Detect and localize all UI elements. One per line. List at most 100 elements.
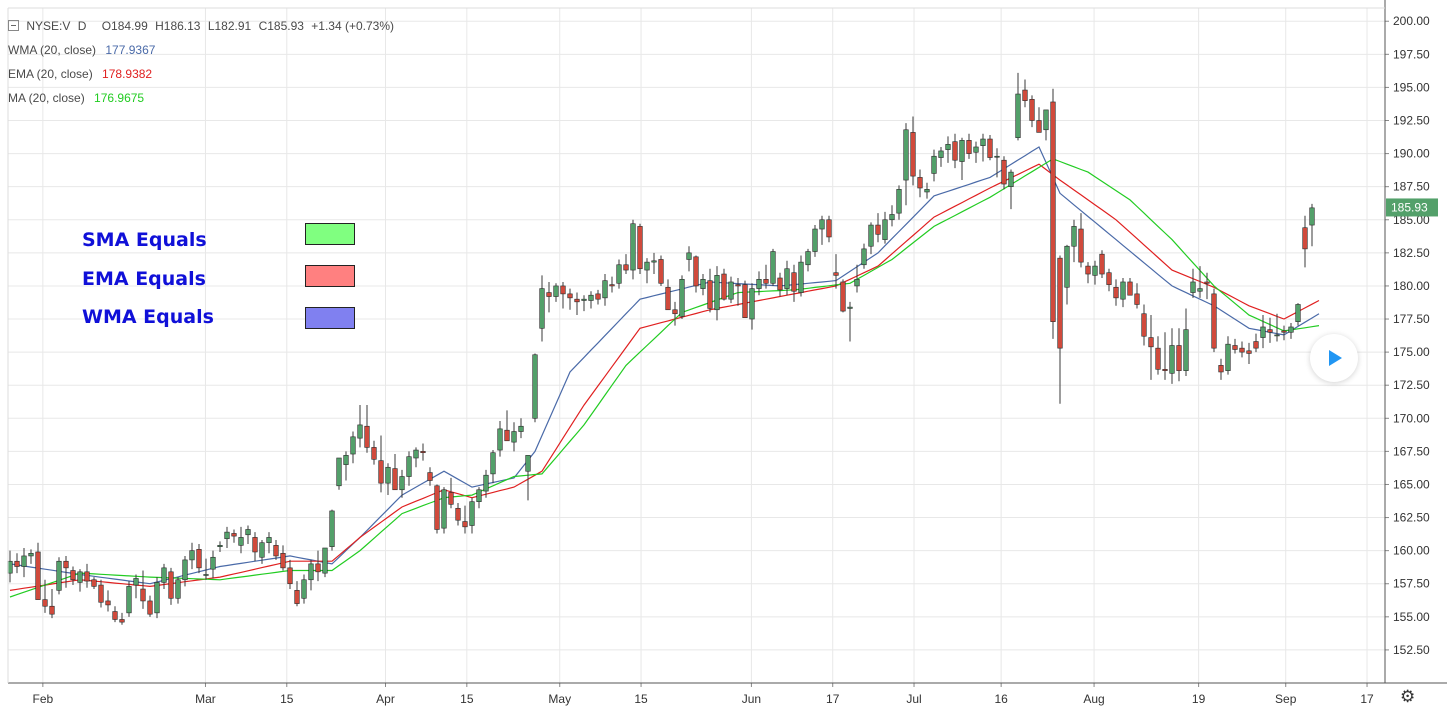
candle bbox=[1288, 323, 1294, 339]
candle bbox=[490, 450, 496, 484]
play-icon[interactable] bbox=[1310, 334, 1358, 382]
candle bbox=[1078, 213, 1084, 268]
legend-ema[interactable]: EMA (20, close) 178.9382 bbox=[8, 62, 398, 86]
candle-body bbox=[1113, 286, 1119, 299]
candle-body bbox=[350, 436, 356, 455]
candle bbox=[1085, 262, 1091, 284]
candle bbox=[56, 557, 62, 595]
candle bbox=[553, 283, 559, 302]
candle-body bbox=[910, 132, 916, 177]
candle bbox=[700, 274, 706, 296]
candle bbox=[1260, 315, 1266, 349]
x-tick-label: 16 bbox=[994, 692, 1008, 706]
candle bbox=[1127, 278, 1133, 296]
candle-body bbox=[77, 571, 83, 583]
candle bbox=[301, 574, 307, 604]
candle-body bbox=[1050, 101, 1056, 322]
candle bbox=[224, 526, 230, 548]
y-tick-label: 190.00 bbox=[1393, 147, 1430, 161]
candle bbox=[791, 264, 797, 302]
candle-body bbox=[476, 489, 482, 502]
candle bbox=[378, 435, 384, 493]
candle bbox=[1197, 266, 1203, 298]
candle-body bbox=[1155, 347, 1161, 370]
candle bbox=[70, 566, 76, 586]
candle bbox=[630, 219, 636, 280]
candle-body bbox=[1134, 293, 1140, 305]
candle bbox=[1176, 328, 1182, 382]
candle bbox=[924, 182, 930, 199]
candle-body bbox=[546, 292, 552, 297]
candle-body bbox=[553, 285, 559, 297]
candle-body bbox=[245, 529, 251, 536]
candle-body bbox=[581, 298, 587, 301]
candle bbox=[343, 451, 349, 481]
ma-value: 176.9675 bbox=[94, 91, 145, 105]
candle-body bbox=[301, 579, 307, 599]
y-tick-label: 157.50 bbox=[1393, 577, 1430, 591]
candle-body bbox=[609, 284, 615, 287]
candle-body bbox=[532, 354, 538, 419]
candle-body bbox=[84, 571, 90, 582]
candle-body bbox=[959, 140, 965, 162]
candle-body bbox=[1309, 207, 1315, 226]
candle-body bbox=[931, 155, 937, 174]
candle-body bbox=[427, 472, 433, 481]
candle-body bbox=[308, 563, 314, 581]
candle-body bbox=[189, 550, 195, 561]
candle-body bbox=[1085, 265, 1091, 275]
candle-body bbox=[987, 138, 993, 158]
symbol-label[interactable]: NYSE:V bbox=[26, 19, 71, 33]
candle-body bbox=[448, 492, 454, 505]
interval-label[interactable]: D bbox=[77, 19, 87, 33]
candle-body bbox=[28, 552, 34, 557]
candle bbox=[903, 123, 909, 206]
candle bbox=[413, 447, 419, 468]
gear-icon[interactable]: ⚙ bbox=[1400, 687, 1416, 706]
candle-body bbox=[420, 451, 426, 454]
candle bbox=[749, 283, 755, 330]
change-value: +1.34 (+0.73%) bbox=[311, 19, 395, 33]
legend-ma[interactable]: MA (20, close) 176.9675 bbox=[8, 86, 398, 110]
candle-body bbox=[1246, 350, 1252, 354]
candle bbox=[462, 505, 468, 534]
candle bbox=[1022, 79, 1028, 108]
ma-label: MA (20, close) bbox=[8, 91, 85, 105]
candle-body bbox=[1162, 369, 1168, 371]
candle bbox=[1162, 332, 1168, 380]
moving-average-lines bbox=[9, 146, 1320, 598]
candle-body bbox=[665, 286, 671, 311]
candle bbox=[987, 135, 993, 161]
candle bbox=[161, 563, 167, 590]
candle bbox=[861, 243, 867, 269]
y-tick-label: 167.50 bbox=[1393, 444, 1430, 458]
candle-body bbox=[266, 537, 272, 544]
ema-color-swatch bbox=[305, 265, 355, 287]
candle-body bbox=[1204, 281, 1210, 284]
candle bbox=[518, 418, 524, 439]
candle bbox=[1225, 336, 1231, 375]
last-price-badge bbox=[1386, 198, 1438, 217]
x-tick-label: Feb bbox=[33, 692, 54, 706]
candle-body bbox=[1211, 293, 1217, 349]
candle bbox=[1092, 260, 1098, 285]
candle-body bbox=[280, 552, 286, 569]
candle-body bbox=[1015, 93, 1021, 139]
candle-body bbox=[1197, 288, 1203, 292]
candle bbox=[217, 541, 223, 552]
candle bbox=[819, 215, 825, 245]
legend-wma[interactable]: WMA (20, close) 177.9367 bbox=[8, 38, 398, 62]
candle bbox=[595, 289, 601, 305]
candle-body bbox=[651, 260, 657, 263]
candle bbox=[84, 563, 90, 588]
ema-label: EMA (20, close) bbox=[8, 67, 93, 81]
y-tick-label: 170.00 bbox=[1393, 411, 1430, 425]
candle-body bbox=[714, 275, 720, 311]
candle-body bbox=[1078, 228, 1084, 263]
candle-body bbox=[1148, 337, 1154, 348]
candle-body bbox=[896, 189, 902, 214]
candle bbox=[833, 254, 839, 289]
collapse-box-icon[interactable] bbox=[8, 20, 19, 31]
candle bbox=[686, 246, 692, 272]
